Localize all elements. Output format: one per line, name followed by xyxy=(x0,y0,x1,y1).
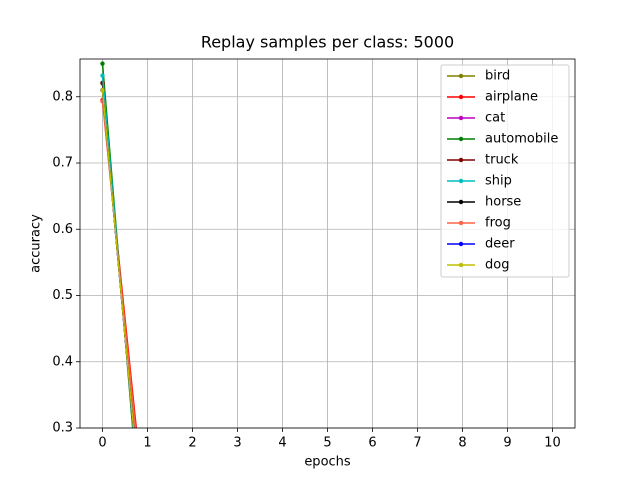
y-tick-label: 0.8 xyxy=(52,89,73,104)
legend-marker xyxy=(458,94,464,100)
legend-marker xyxy=(458,73,464,79)
legend: bird airplane cat automobile truck ship horse f… xyxy=(440,64,570,278)
x-tick-label: 5 xyxy=(323,436,331,451)
x-tick-label: 0 xyxy=(98,436,106,451)
y-tick-label: 0.4 xyxy=(52,354,73,369)
legend-label: airplane xyxy=(485,90,538,105)
legend-marker xyxy=(458,157,464,163)
x-tick-label: 7 xyxy=(413,436,421,451)
legend-marker xyxy=(458,136,464,142)
legend-marker xyxy=(458,178,464,184)
legend-label: deer xyxy=(485,237,515,252)
legend-label: cat xyxy=(485,111,505,126)
x-tick-label: 6 xyxy=(368,436,376,451)
y-tick-label: 0.6 xyxy=(52,222,73,237)
y-tick-label: 0.7 xyxy=(52,156,73,171)
legend-label: truck xyxy=(485,153,519,168)
legend-label: horse xyxy=(485,195,521,210)
x-tick-label: 4 xyxy=(278,436,286,451)
point-marker xyxy=(100,73,105,78)
legend-marker xyxy=(458,241,464,247)
x-axis-label: epochs xyxy=(304,455,351,470)
legend-label: ship xyxy=(485,174,512,189)
legend-label: dog xyxy=(485,258,509,273)
x-tick-label: 8 xyxy=(458,436,466,451)
chart-title: Replay samples per class: 5000 xyxy=(201,33,454,52)
legend-marker xyxy=(458,199,464,205)
legend-marker xyxy=(458,262,464,268)
x-tick-label: 10 xyxy=(544,436,561,451)
legend-label: bird xyxy=(485,69,510,84)
legend-marker xyxy=(458,220,464,226)
point-marker xyxy=(100,87,105,93)
x-tick-label: 1 xyxy=(143,436,151,451)
x-tick-label: 2 xyxy=(188,436,196,451)
x-tick-label: 9 xyxy=(503,436,511,451)
series-line xyxy=(101,90,135,428)
legend-marker xyxy=(458,115,464,121)
axes-frame xyxy=(79,58,576,429)
y-tick-label: 0.3 xyxy=(52,421,73,436)
y-axis-label: accuracy xyxy=(29,214,44,273)
plot-area xyxy=(100,61,138,428)
y-tick-label: 0.5 xyxy=(52,288,73,303)
x-tick-label: 3 xyxy=(233,436,241,451)
legend-label: automobile xyxy=(485,132,558,147)
point-marker xyxy=(100,61,105,66)
legend-label: frog xyxy=(485,216,511,231)
